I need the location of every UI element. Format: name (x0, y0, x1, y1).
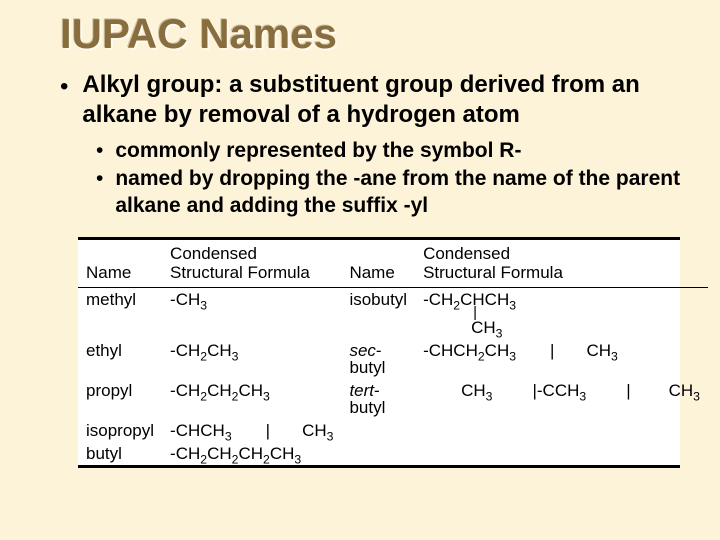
bullet-dot: • (60, 72, 68, 130)
cell-formula (415, 419, 708, 442)
cell-formula: -CH2CH2CH3 (162, 379, 341, 419)
cell-name: isopropyl (78, 419, 162, 442)
header-line: Structural Formula (423, 263, 563, 282)
cell-name: propyl (78, 379, 162, 419)
header-line: Structural Formula (170, 263, 310, 282)
table-row: butyl-CH2CH2CH2CH3 (78, 442, 708, 465)
sub-bullet-text: commonly represented by the symbol R- (115, 138, 690, 164)
cell-name (341, 419, 415, 442)
cell-formula: -CHCH3|CH3 (162, 419, 341, 442)
term: Alkyl group: (82, 71, 222, 98)
col-header-formula: Condensed Structural Formula (162, 240, 341, 288)
header-line: Condensed (423, 244, 510, 263)
cell-name: ethyl (78, 339, 162, 379)
bullet-dot: • (96, 166, 103, 219)
sub-bullet-text: named by dropping the -ane from the name… (115, 166, 690, 219)
page-title: IUPAC Names (60, 10, 690, 58)
sub-bullet-list: • commonly represented by the symbol R- … (96, 138, 690, 219)
cell-name: isobutyl (341, 287, 415, 339)
cell-formula (415, 442, 708, 465)
cell-formula: -CH2CHCH3|CH3 (415, 287, 708, 339)
text-fragment: named by dropping the - (115, 167, 360, 190)
main-bullet: • Alkyl group: a substituent group deriv… (60, 70, 690, 130)
col-header-name: Name (341, 240, 415, 288)
sub-bullet: • commonly represented by the symbol R- (96, 138, 690, 164)
table: Name Condensed Structural Formula Name C… (78, 240, 708, 466)
emphasis-yl: yl (411, 194, 429, 217)
cell-name: butyl (78, 442, 162, 465)
col-header-formula: Condensed Structural Formula (415, 240, 708, 288)
col-header-name: Name (78, 240, 162, 288)
cell-name: tert-butyl (341, 379, 415, 419)
emphasis-ane: ane (360, 167, 396, 190)
table-row: isopropyl-CHCH3|CH3 (78, 419, 708, 442)
bullet-dot: • (96, 138, 103, 164)
main-bullet-text: Alkyl group: a substituent group derived… (82, 70, 690, 130)
table-body: methyl-CH3isobutyl-CH2CHCH3|CH3ethyl-CH2… (78, 287, 708, 465)
cell-name: methyl (78, 287, 162, 339)
table-row: ethyl-CH2CH3sec-butyl-CHCH2CH3|CH3 (78, 339, 708, 379)
table-row: methyl-CH3isobutyl-CH2CHCH3|CH3 (78, 287, 708, 339)
cell-formula: -CH3 (162, 287, 341, 339)
table-row: propyl-CH2CH2CH3tert-butylCH3|-CCH3|CH3 (78, 379, 708, 419)
sub-bullet: • named by dropping the -ane from the na… (96, 166, 690, 219)
cell-name: sec-butyl (341, 339, 415, 379)
cell-name (341, 442, 415, 465)
alkyl-table: Name Condensed Structural Formula Name C… (78, 237, 680, 469)
cell-formula: CH3|-CCH3|CH3 (415, 379, 708, 419)
cell-formula: -CH2CH2CH2CH3 (162, 442, 341, 465)
cell-formula: -CH2CH3 (162, 339, 341, 379)
cell-formula: -CHCH2CH3|CH3 (415, 339, 708, 379)
header-line: Condensed (170, 244, 257, 263)
